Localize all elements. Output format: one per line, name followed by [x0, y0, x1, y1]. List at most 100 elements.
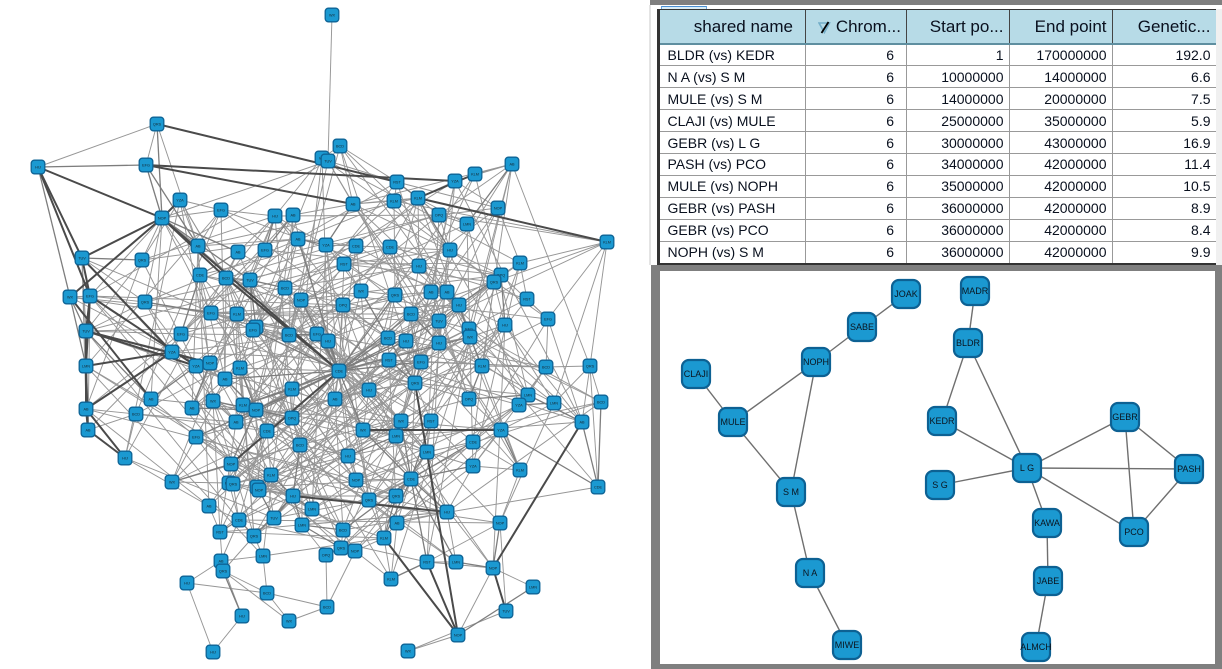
svg-text:NOP: NOP: [297, 299, 306, 303]
svg-text:RST: RST: [385, 359, 393, 363]
svg-text:KLM: KLM: [236, 367, 244, 371]
svg-text:LMN: LMN: [463, 223, 471, 227]
svg-text:GEBR: GEBR: [1112, 412, 1138, 422]
svg-text:NOP: NOP: [227, 463, 236, 467]
svg-text:AB: AB: [428, 291, 434, 295]
svg-text:AB: AB: [290, 214, 296, 218]
svg-text:HIJ: HIJ: [290, 495, 296, 499]
svg-text:NOP: NOP: [351, 550, 360, 554]
svg-text:HIJ: HIJ: [325, 340, 331, 344]
svg-text:LMN: LMN: [529, 586, 537, 590]
svg-text:WX: WX: [67, 296, 74, 300]
svg-text:RST: RST: [340, 263, 348, 267]
svg-text:KLM: KLM: [387, 578, 395, 582]
svg-text:KLM: KLM: [603, 241, 611, 245]
svg-text:YZA: YZA: [168, 351, 176, 355]
svg-text:CDE: CDE: [235, 519, 243, 523]
svg-text:EFG: EFG: [544, 318, 552, 322]
svg-text:KEDR: KEDR: [929, 416, 955, 426]
svg-text:KLM: KLM: [233, 313, 241, 317]
svg-text:BCD: BCD: [281, 287, 289, 291]
svg-text:RST: RST: [216, 531, 224, 535]
svg-text:KLM: KLM: [516, 262, 524, 266]
svg-text:AB: AB: [195, 245, 201, 249]
svg-text:TUV: TUV: [246, 279, 254, 283]
svg-text:AB: AB: [295, 238, 301, 242]
svg-text:HIJ: HIJ: [184, 582, 190, 586]
svg-text:QRS: QRS: [337, 547, 346, 551]
svg-text:NOP: NOP: [255, 489, 264, 493]
svg-text:HIJ: HIJ: [436, 342, 442, 346]
svg-text:CDE: CDE: [352, 245, 360, 249]
svg-text:BCD: BCD: [263, 592, 271, 596]
svg-text:QRS: QRS: [229, 483, 238, 487]
svg-text:AB: AB: [148, 398, 154, 402]
svg-text:TUV: TUV: [435, 320, 443, 324]
svg-text:OPQ: OPQ: [288, 417, 296, 421]
svg-text:BCD: BCD: [336, 145, 344, 149]
svg-text:KLM: KLM: [267, 474, 275, 478]
svg-text:NOP: NOP: [252, 409, 261, 413]
svg-text:CDE: CDE: [335, 370, 343, 374]
svg-text:KLM: KLM: [414, 197, 422, 201]
svg-text:BCD: BCD: [597, 401, 605, 405]
svg-text:HIJ: HIJ: [456, 304, 462, 308]
svg-text:HIJ: HIJ: [345, 455, 351, 459]
svg-text:BCD: BCD: [542, 366, 550, 370]
svg-text:PASH: PASH: [1177, 464, 1201, 474]
svg-text:EFG: EFG: [207, 312, 215, 316]
svg-text:QRS: QRS: [586, 365, 595, 369]
svg-text:S G: S G: [932, 480, 948, 490]
svg-text:EFG: EFG: [192, 436, 200, 440]
svg-text:NOPH: NOPH: [803, 357, 829, 367]
svg-text:OPQ: OPQ: [465, 398, 473, 402]
svg-text:KLM: KLM: [380, 537, 388, 541]
svg-text:OPQ: OPQ: [435, 214, 443, 218]
svg-text:CDE: CDE: [386, 246, 394, 250]
svg-text:MIWE: MIWE: [835, 640, 860, 650]
svg-text:QRS: QRS: [153, 123, 162, 127]
svg-text:BCD: BCD: [296, 444, 304, 448]
svg-text:JABE: JABE: [1037, 576, 1060, 586]
svg-text:EFG: EFG: [217, 209, 225, 213]
svg-text:YZA: YZA: [469, 465, 477, 469]
svg-text:TUV: TUV: [324, 160, 332, 164]
svg-text:TUV: TUV: [270, 517, 278, 521]
svg-text:CDE: CDE: [469, 441, 477, 445]
svg-text:HIJ: HIJ: [122, 457, 128, 461]
svg-text:EFG: EFG: [142, 164, 150, 168]
svg-text:YZA: YZA: [192, 365, 200, 369]
svg-text:WX: WX: [405, 650, 412, 654]
svg-text:KLM: KLM: [239, 404, 247, 408]
svg-text:HIJ: HIJ: [35, 166, 41, 170]
svg-text:BCD: BCD: [384, 337, 392, 341]
svg-text:ALMCH: ALMCH: [1020, 642, 1052, 652]
svg-text:EFG: EFG: [417, 361, 425, 365]
svg-text:EFG: EFG: [249, 329, 257, 333]
svg-text:QRS: QRS: [250, 535, 259, 539]
svg-text:LMN: LMN: [298, 524, 306, 528]
svg-text:PCO: PCO: [1124, 527, 1144, 537]
svg-text:WX: WX: [286, 620, 293, 624]
svg-text:RST: RST: [423, 561, 431, 565]
svg-text:BCD: BCD: [323, 606, 331, 610]
svg-text:AB: AB: [332, 398, 338, 402]
svg-text:TUV: TUV: [82, 330, 90, 334]
svg-text:KLM: KLM: [471, 173, 479, 177]
svg-text:NOP: NOP: [454, 634, 463, 638]
svg-text:BCD: BCD: [407, 313, 415, 317]
svg-text:NOP: NOP: [494, 207, 503, 211]
svg-text:RST: RST: [393, 181, 401, 185]
svg-text:OPQ: OPQ: [322, 554, 330, 558]
svg-text:AB: AB: [206, 505, 212, 509]
svg-text:NOP: NOP: [206, 362, 215, 366]
svg-text:AB: AB: [579, 421, 585, 425]
svg-text:YZA: YZA: [497, 429, 505, 433]
svg-text:WX: WX: [360, 429, 367, 433]
svg-text:EFG: EFG: [313, 333, 321, 337]
svg-text:AB: AB: [235, 251, 241, 255]
svg-text:MADR: MADR: [962, 286, 989, 296]
svg-text:AB: AB: [218, 560, 224, 564]
svg-text:CDE: CDE: [407, 478, 415, 482]
svg-text:L G: L G: [1020, 463, 1034, 473]
